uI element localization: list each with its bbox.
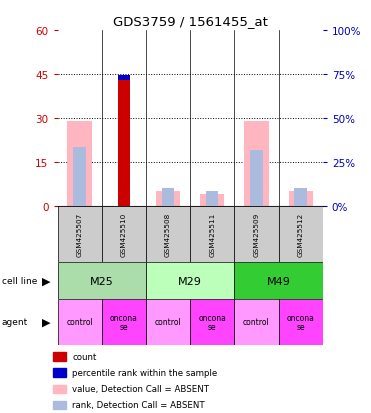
- Text: M49: M49: [267, 276, 290, 286]
- Text: GSM425510: GSM425510: [121, 212, 127, 256]
- Bar: [244, 122, 269, 206]
- Text: percentile rank within the sample: percentile rank within the sample: [72, 368, 218, 377]
- Text: control: control: [66, 318, 93, 327]
- Bar: [289, 192, 313, 206]
- Text: ▶: ▶: [42, 317, 50, 327]
- Text: rank, Detection Call = ABSENT: rank, Detection Call = ABSENT: [72, 401, 205, 409]
- Text: oncona
se: oncona se: [198, 313, 226, 332]
- Bar: [234, 206, 279, 262]
- Text: oncona
se: oncona se: [287, 313, 315, 332]
- Bar: [206, 192, 219, 206]
- Bar: [102, 299, 146, 345]
- Bar: [73, 148, 86, 206]
- Text: GSM425509: GSM425509: [253, 212, 259, 256]
- Bar: [190, 299, 234, 345]
- Bar: [146, 262, 234, 299]
- Text: GSM425507: GSM425507: [76, 212, 83, 256]
- Bar: [146, 299, 190, 345]
- Bar: [200, 195, 224, 206]
- Text: GSM425511: GSM425511: [209, 212, 215, 256]
- Title: GDS3759 / 1561455_at: GDS3759 / 1561455_at: [113, 15, 267, 28]
- Text: GSM425512: GSM425512: [298, 212, 304, 256]
- Text: control: control: [243, 318, 270, 327]
- Bar: [58, 206, 102, 262]
- Text: cell line: cell line: [2, 276, 37, 285]
- Text: agent: agent: [2, 318, 28, 327]
- Bar: [118, 76, 130, 81]
- Bar: [279, 206, 323, 262]
- Bar: [250, 151, 263, 206]
- Bar: [162, 189, 174, 206]
- Bar: [53, 368, 66, 377]
- Text: GSM425508: GSM425508: [165, 212, 171, 256]
- Text: count: count: [72, 353, 97, 361]
- Text: M29: M29: [178, 276, 202, 286]
- Bar: [53, 401, 66, 409]
- Bar: [234, 262, 323, 299]
- Bar: [53, 385, 66, 394]
- Bar: [102, 206, 146, 262]
- Bar: [118, 78, 130, 206]
- Text: oncona
se: oncona se: [110, 313, 138, 332]
- Text: value, Detection Call = ABSENT: value, Detection Call = ABSENT: [72, 385, 209, 394]
- Bar: [58, 262, 146, 299]
- Text: M25: M25: [90, 276, 114, 286]
- Bar: [53, 353, 66, 361]
- Bar: [68, 122, 92, 206]
- Bar: [190, 206, 234, 262]
- Bar: [295, 189, 307, 206]
- Text: ▶: ▶: [42, 276, 50, 286]
- Bar: [58, 299, 102, 345]
- Text: control: control: [155, 318, 181, 327]
- Bar: [234, 299, 279, 345]
- Bar: [156, 192, 180, 206]
- Bar: [146, 206, 190, 262]
- Bar: [279, 299, 323, 345]
